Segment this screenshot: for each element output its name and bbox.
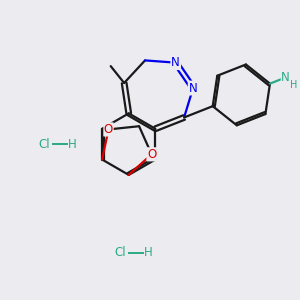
Text: H: H (290, 80, 298, 90)
Text: H: H (144, 246, 153, 259)
Text: N: N (171, 56, 180, 69)
Text: H: H (68, 138, 77, 151)
Text: O: O (104, 123, 113, 136)
Text: N: N (281, 71, 290, 84)
Text: O: O (147, 148, 156, 161)
Text: Cl: Cl (114, 246, 126, 259)
Text: N: N (189, 82, 197, 94)
Text: Cl: Cl (38, 138, 50, 151)
